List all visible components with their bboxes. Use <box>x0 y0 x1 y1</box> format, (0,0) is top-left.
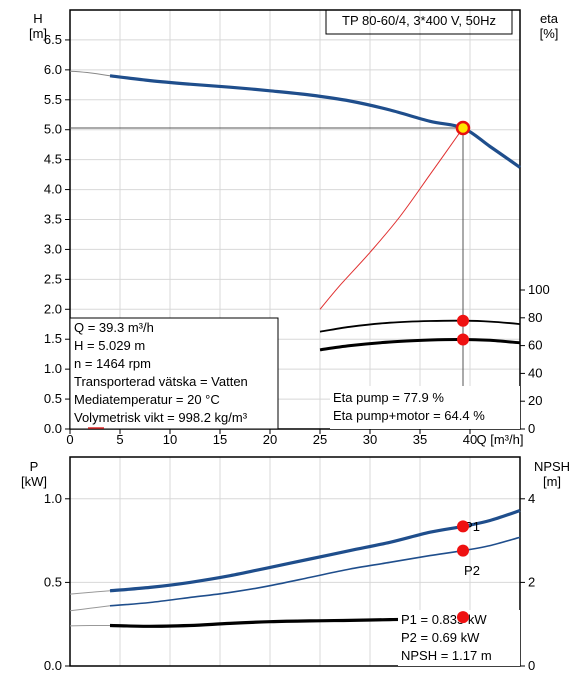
p-tick-label: 1.0 <box>44 491 62 506</box>
eta-pump-motor-marker <box>457 333 469 346</box>
p2-marker <box>457 544 469 557</box>
q-tick-label: 40 <box>463 432 477 447</box>
h-tick-label: 0.0 <box>44 421 62 436</box>
p-axis-unit: [kW] <box>21 474 47 489</box>
info-box-right-bg <box>330 386 520 429</box>
p-tick-label: 0.0 <box>44 658 62 673</box>
h-tick-label: 1.0 <box>44 361 62 376</box>
eta-tick-label: 60 <box>528 338 542 353</box>
h-tick-label: 2.5 <box>44 271 62 286</box>
eta-pump-motor-curve <box>319 337 521 352</box>
eta-pump-curve <box>319 319 521 333</box>
eta-tick-label: 40 <box>528 365 542 380</box>
p1-curve-low-flow <box>69 590 111 595</box>
system-curve <box>319 127 464 310</box>
h-tick-label: 4.5 <box>44 152 62 167</box>
q-tick-label: 30 <box>363 432 377 447</box>
p1-marker <box>457 520 469 533</box>
eta-tick-label: 20 <box>528 393 542 408</box>
npsh-marker <box>457 611 469 624</box>
q-tick-label: 10 <box>163 432 177 447</box>
info-line: n = 1464 rpm <box>74 356 151 371</box>
q-tick-label: 25 <box>313 432 327 447</box>
power-info-line: NPSH = 1.17 m <box>401 648 492 663</box>
npsh-axis-label: NPSH <box>534 459 570 474</box>
eta-tick-label: 0 <box>528 421 535 436</box>
h-tick-label: 1.5 <box>44 331 62 346</box>
npsh-tick-label: 4 <box>528 491 535 506</box>
eta-axis-label: eta <box>540 11 559 26</box>
eta-axis-unit: [%] <box>540 26 559 41</box>
info-line: Q = 39.3 m³/h <box>74 320 154 335</box>
h-curve <box>109 74 521 169</box>
h-tick-label: 6.0 <box>44 62 62 77</box>
h-tick-label: 2.0 <box>44 301 62 316</box>
eta-tick-label: 100 <box>528 282 550 297</box>
q-axis-label: Q [m³/h] <box>477 432 524 447</box>
h-tick-label: 5.5 <box>44 92 62 107</box>
eta-pump-marker <box>457 314 469 327</box>
q-tick-label: 0 <box>66 432 73 447</box>
npsh-tick-label: 2 <box>528 574 535 589</box>
p2-curve-low-flow <box>69 605 111 612</box>
h-axis-label: H <box>33 11 42 26</box>
power-info-line: P1 = 0.835 kW <box>401 612 487 627</box>
h-curve-low-flow <box>69 70 111 77</box>
info-line: Mediatemperatur = 20 °C <box>74 392 220 407</box>
p1-series-label: P1 <box>464 519 480 534</box>
npsh-tick-label: 0 <box>528 658 535 673</box>
q-tick-label: 20 <box>263 432 277 447</box>
h-tick-label: 6.5 <box>44 32 62 47</box>
power-info-line: P2 = 0.69 kW <box>401 630 480 645</box>
info-line: H = 5.029 m <box>74 338 145 353</box>
eta-info-line: Eta pump+motor = 64.4 % <box>333 408 485 423</box>
chart-title-box <box>325 9 513 35</box>
q-tick-label: 35 <box>413 432 427 447</box>
operating-point-marker <box>455 120 471 136</box>
q-tick-label: 5 <box>116 432 123 447</box>
info-line: Volymetrisk vikt = 998.2 kg/m³ <box>74 410 248 425</box>
chart-title: TP 80-60/4, 3*400 V, 50Hz <box>342 13 496 28</box>
eta-tick-label: 80 <box>528 310 542 325</box>
p-axis-label: P <box>30 459 39 474</box>
q-tick-label: 15 <box>213 432 227 447</box>
p-tick-label: 0.5 <box>44 574 62 589</box>
h-tick-label: 3.5 <box>44 212 62 227</box>
bottom-plot-frame <box>69 456 521 667</box>
eta-info-line: Eta pump = 77.9 % <box>333 390 444 405</box>
h-tick-label: 4.0 <box>44 182 62 197</box>
info-line: Transporterad vätska = Vatten <box>74 374 248 389</box>
h-tick-label: 5.0 <box>44 122 62 137</box>
info-box-left <box>69 317 279 430</box>
p2-series-label: P2 <box>464 563 480 578</box>
npsh-axis-unit: [m] <box>543 474 561 489</box>
h-tick-label: 0.5 <box>44 391 62 406</box>
h-axis-unit: [m] <box>29 26 47 41</box>
h-tick-label: 3.0 <box>44 241 62 256</box>
